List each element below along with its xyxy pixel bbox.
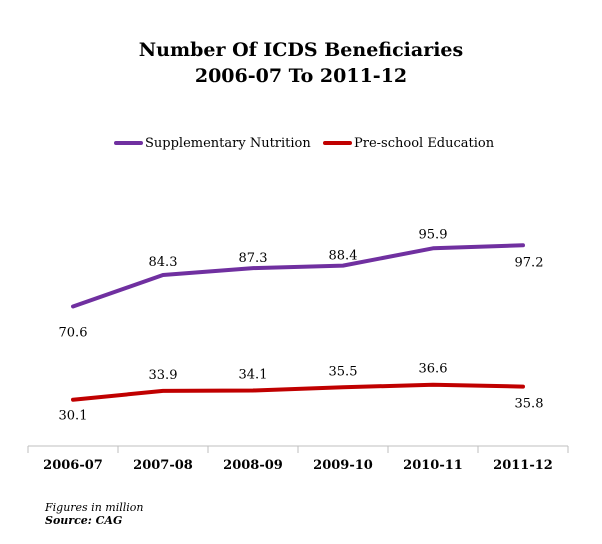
chart-title-line-2: 2006-07 To 2011-12: [195, 65, 407, 87]
x-tick-label-2009-10: 2009-10: [313, 458, 373, 473]
legend-label-pre-school-education: Pre-school Education: [354, 136, 495, 151]
x-axis-ticks: [27, 446, 569, 453]
data-label: 30.1: [59, 409, 88, 424]
x-tick-label-2008-09: 2008-09: [223, 458, 283, 473]
x-tick-label-2011-12: 2011-12: [493, 458, 553, 473]
series-line-pre-school-education: [71, 382, 525, 402]
series-lines: [71, 243, 525, 402]
footnote-source: Source: CAG: [45, 514, 123, 527]
footnote-units: Figures in million: [45, 501, 144, 514]
data-label: 87.3: [239, 251, 268, 266]
chart-title-line-1: Number Of ICDS Beneficiaries: [139, 39, 463, 61]
x-axis-labels: 2006-07 2007-08 2008-09 2009-10 2010-11 2011-…: [43, 458, 553, 473]
data-label: 35.5: [329, 364, 358, 379]
data-label: 70.6: [59, 326, 88, 341]
data-label: 33.9: [149, 368, 178, 383]
legend: Supplementary Nutrition Pre-school Educa…: [114, 136, 495, 151]
data-label: 95.9: [419, 227, 448, 242]
data-label: 97.2: [515, 255, 544, 270]
data-label: 35.8: [515, 397, 544, 412]
data-labels: 70.6 84.3 87.3 88.4 95.9 97.2 30.1 33.9 34.1 35.5…: [59, 227, 544, 423]
data-label: 88.4: [329, 249, 358, 264]
x-tick-label-2007-08: 2007-08: [133, 458, 193, 473]
legend-label-supplementary-nutrition: Supplementary Nutrition: [145, 136, 311, 151]
x-tick-label-2006-07: 2006-07: [43, 458, 103, 473]
data-label: 34.1: [239, 368, 268, 383]
x-tick-label-2010-11: 2010-11: [403, 458, 463, 473]
series-line-supplementary-nutrition: [71, 243, 525, 309]
data-label: 84.3: [149, 255, 178, 270]
data-label: 36.6: [419, 362, 448, 377]
